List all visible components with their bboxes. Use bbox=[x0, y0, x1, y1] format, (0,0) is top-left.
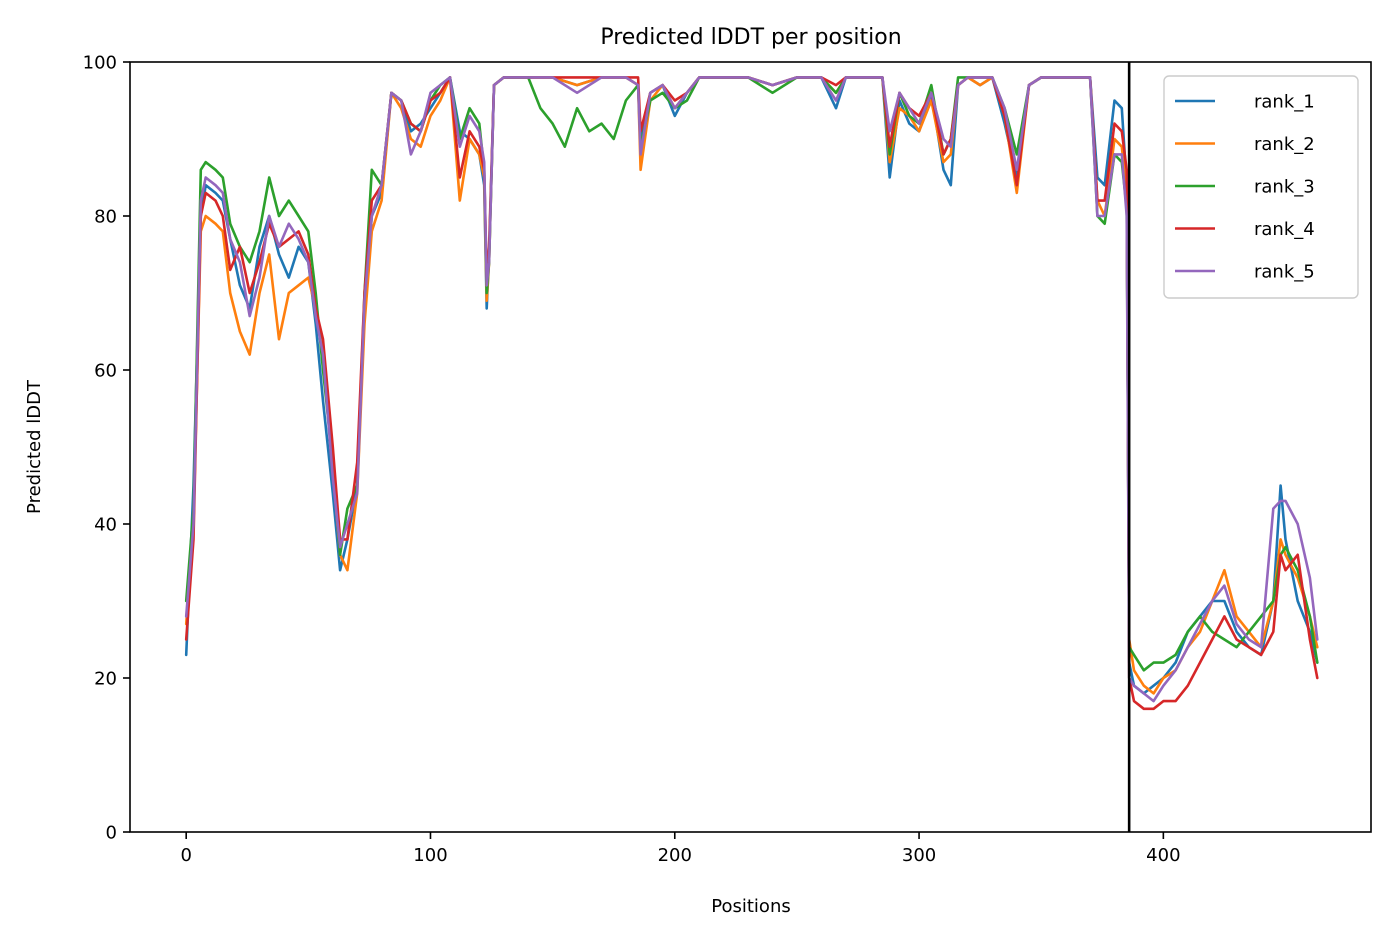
series-line-rank_1 bbox=[184, 76, 1319, 695]
y-tick-label: 0 bbox=[106, 823, 117, 844]
axes: 0 100 200 300 400 0 20 40 60 80 100 bbox=[83, 53, 1372, 866]
y-tick-label: 60 bbox=[94, 361, 117, 382]
legend-label-rank_4: rank_4 bbox=[1254, 219, 1315, 240]
x-tick-label: 200 bbox=[658, 845, 692, 866]
series-line-rank_2 bbox=[184, 76, 1319, 695]
legend-label-rank_3: rank_3 bbox=[1254, 177, 1315, 198]
legend-label-rank_2: rank_2 bbox=[1254, 134, 1315, 155]
x-tick-label: 400 bbox=[1146, 845, 1180, 866]
legend-box bbox=[1163, 75, 1359, 299]
y-tick-label: 100 bbox=[83, 53, 117, 74]
x-tick-label: 300 bbox=[902, 845, 936, 866]
x-tick-label: 100 bbox=[413, 845, 447, 866]
legend: rank_1 rank_2 rank_3 rank_4 rank_5 bbox=[1163, 75, 1359, 299]
y-tick-label: 40 bbox=[94, 515, 117, 536]
y-tick-label: 20 bbox=[94, 669, 117, 690]
x-axis-label: Positions bbox=[711, 896, 790, 917]
series-line-rank_5 bbox=[184, 76, 1319, 703]
legend-label-rank_5: rank_5 bbox=[1254, 262, 1315, 283]
x-tick-label: 0 bbox=[180, 845, 191, 866]
y-axis-label: Predicted lDDT bbox=[24, 379, 45, 514]
y-tick-label: 80 bbox=[94, 207, 117, 228]
chart-title: Predicted lDDT per position bbox=[600, 25, 901, 50]
plot-frame bbox=[129, 61, 1372, 833]
plot-area bbox=[184, 62, 1319, 832]
legend-label-rank_1: rank_1 bbox=[1254, 92, 1315, 113]
series-line-rank_3 bbox=[184, 76, 1319, 672]
series-line-rank_4 bbox=[184, 76, 1319, 711]
